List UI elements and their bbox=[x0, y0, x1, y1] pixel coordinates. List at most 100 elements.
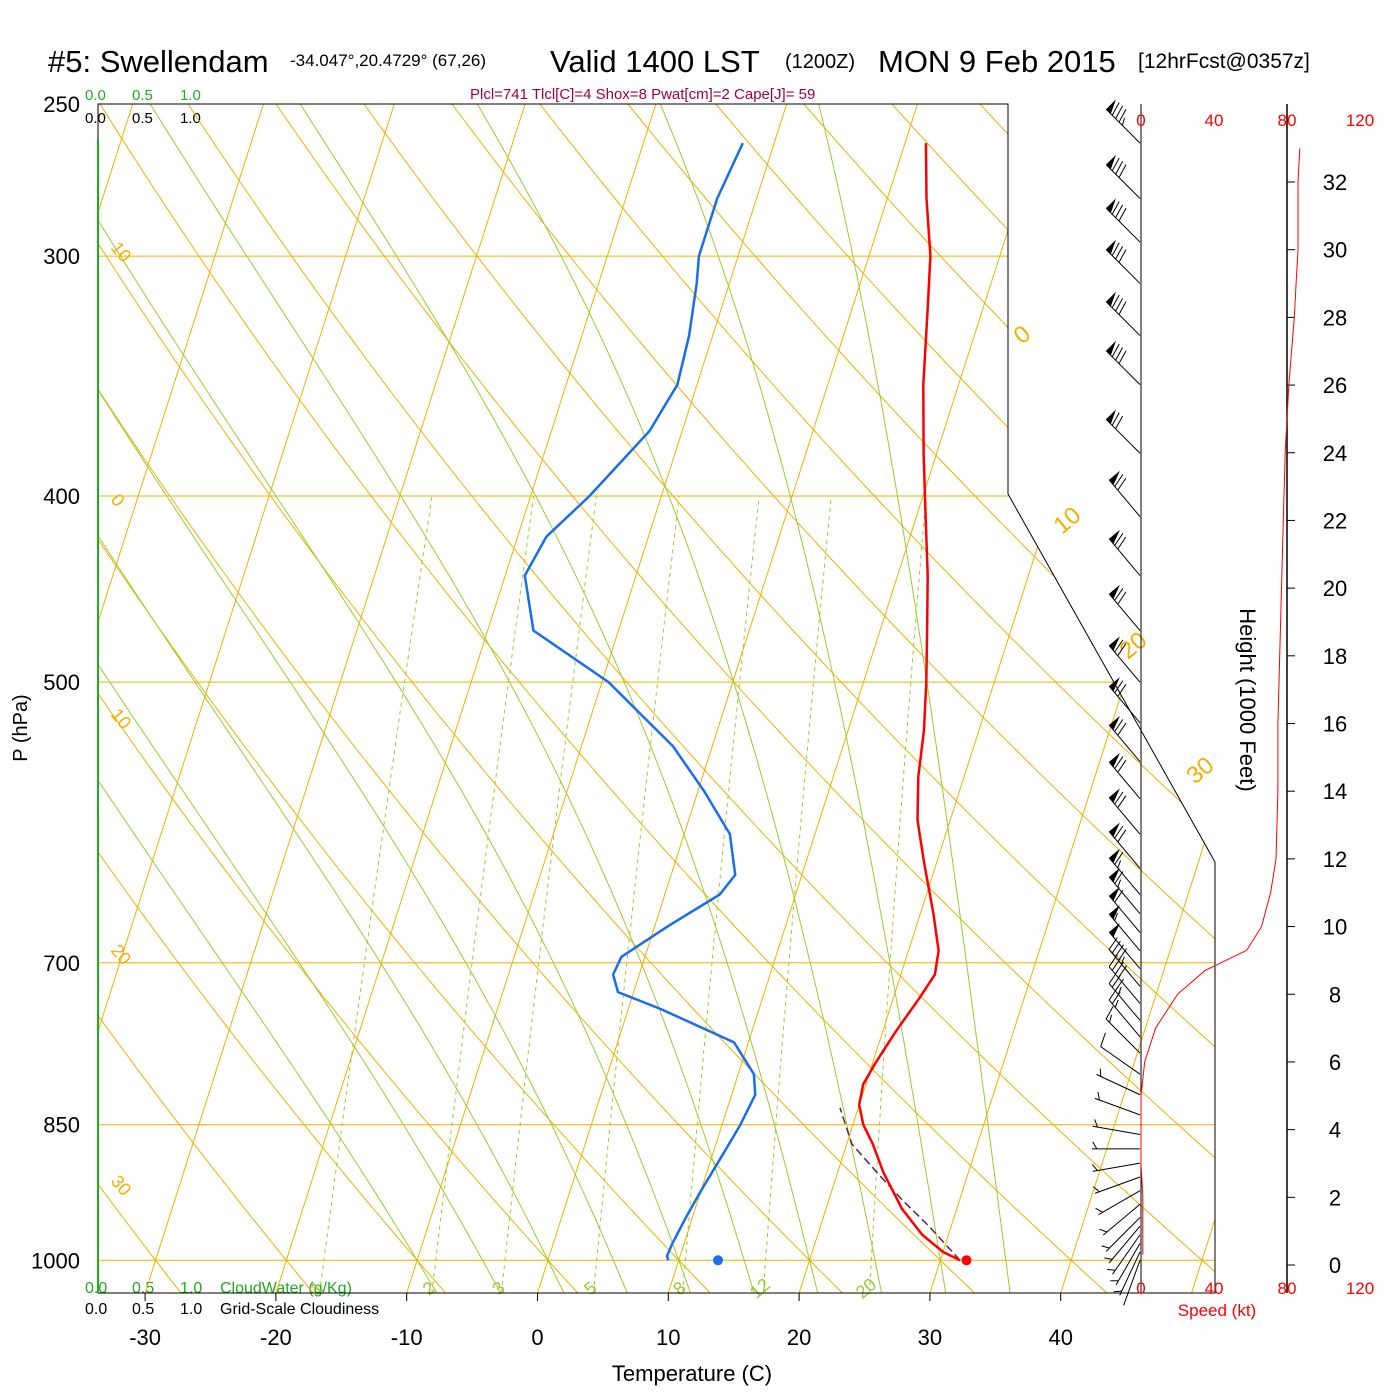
isotherm-0 bbox=[537, 104, 918, 1293]
wind-barb-shaft bbox=[1092, 1125, 1141, 1135]
wind-barb-feather bbox=[1115, 161, 1124, 175]
height-tick-label: 0 bbox=[1329, 1253, 1341, 1278]
wind-barb-shaft bbox=[1108, 966, 1141, 1004]
wind-barb-shaft bbox=[1094, 1097, 1141, 1116]
isotherm-label: 10 bbox=[1049, 502, 1087, 540]
moist-adiabat-20 bbox=[183, 104, 819, 1293]
isotherm-10 bbox=[667, 104, 1049, 1293]
isotherm-label: 0 bbox=[107, 490, 129, 511]
wind-barb-feather bbox=[1114, 474, 1124, 487]
mixing-ratio-line-12 bbox=[762, 495, 832, 1293]
speed-tick-bottom: 120 bbox=[1346, 1279, 1374, 1298]
wind-barb-feather bbox=[1117, 759, 1127, 773]
dry-adiabat-100 bbox=[627, 104, 1215, 1293]
isotherm--40 bbox=[98, 104, 395, 1293]
stability-indices: Plcl=741 Tlcl[C]=4 Shox=8 Pwat[cm]=2 Cap… bbox=[470, 86, 815, 103]
wind-barb-feather bbox=[1118, 350, 1127, 364]
wind-barb-feather bbox=[1118, 249, 1127, 263]
wind-barb bbox=[1113, 1251, 1141, 1296]
wind-barb bbox=[1110, 1243, 1141, 1286]
wind-barb-shaft bbox=[1105, 418, 1141, 454]
moist-adiabat--5 bbox=[98, 104, 501, 1293]
zulu-time: (1200Z) bbox=[785, 51, 855, 73]
wind-barb-shaft bbox=[1108, 949, 1141, 987]
height-tick-label: 26 bbox=[1323, 373, 1347, 398]
bottom-cloudiness-tick-2: 1.0 bbox=[180, 1301, 202, 1318]
top-cloudiness-tick-2: 1.0 bbox=[180, 110, 201, 127]
wind-barb-feather bbox=[1099, 1228, 1108, 1233]
wind-barb bbox=[1105, 291, 1141, 336]
wind-barb-feather bbox=[1107, 1269, 1116, 1271]
wind-barb bbox=[1105, 409, 1141, 454]
height-tick-label: 18 bbox=[1323, 644, 1347, 669]
top-cloudwater-tick-0: 0.0 bbox=[85, 87, 106, 104]
wind-barb-shaft bbox=[1108, 1225, 1141, 1264]
wind-barb-feather bbox=[1111, 294, 1120, 308]
speed-tick-bottom: 80 bbox=[1278, 1279, 1297, 1298]
wind-barb bbox=[1123, 1260, 1141, 1306]
profiles bbox=[523, 142, 972, 1266]
bottom-cloudwater-label: CloudWater (g/Kg) bbox=[220, 1280, 352, 1297]
wind-barb-feather bbox=[1099, 1068, 1102, 1077]
wind-barb-feather bbox=[1118, 301, 1127, 315]
height-tick-label: 22 bbox=[1323, 508, 1347, 533]
dry-adiabat--20 bbox=[98, 104, 314, 1293]
speed-tick-bottom: 0 bbox=[1136, 1279, 1145, 1298]
height-tick-label: 12 bbox=[1323, 847, 1347, 872]
wind-barb bbox=[1108, 971, 1141, 1021]
isotherm-label: 10 bbox=[107, 705, 135, 733]
isotherm-label: 30 bbox=[107, 1171, 135, 1199]
bottom-cloudiness-label: Grid-Scale Cloudiness bbox=[220, 1301, 379, 1318]
wind-barb bbox=[1108, 954, 1141, 1004]
wind-barb-flag bbox=[1109, 822, 1120, 837]
x-tick-label: -10 bbox=[391, 1325, 423, 1350]
pressure-tick-label: 1000 bbox=[31, 1248, 80, 1273]
dry-adiabat-70 bbox=[363, 104, 1215, 1293]
wind-barb-feather bbox=[1115, 204, 1124, 218]
speed-tick-top: 40 bbox=[1205, 111, 1224, 130]
dry-adiabat-90 bbox=[539, 104, 1215, 1293]
top-cloudiness-tick-0: 0.0 bbox=[85, 110, 106, 127]
wind-barb bbox=[1108, 886, 1141, 933]
wind-barb-feather bbox=[1114, 791, 1124, 805]
height-tick-label: 16 bbox=[1323, 712, 1347, 737]
x-tick-label: 10 bbox=[656, 1325, 680, 1350]
wind-barb bbox=[1099, 1203, 1141, 1236]
wind-barb bbox=[1108, 923, 1141, 970]
isotherm--70 bbox=[0, 104, 2, 1293]
wind-barb-shaft bbox=[1108, 876, 1141, 915]
wind-barb-flag bbox=[1106, 99, 1116, 114]
wind-barb bbox=[1108, 867, 1141, 915]
wind-barb-feather bbox=[1117, 643, 1127, 656]
wind-barb-shaft bbox=[1108, 724, 1141, 762]
wind-barb-feather bbox=[1095, 1207, 1103, 1213]
x-tick-label: 0 bbox=[531, 1325, 543, 1350]
mixing-ratio-line-1 bbox=[319, 495, 433, 1293]
pressure-tick-label: 400 bbox=[43, 484, 80, 509]
wind-barb-flag bbox=[1109, 923, 1120, 938]
wind-barb-shaft bbox=[1105, 108, 1141, 144]
dry-adiabat-160 bbox=[1155, 104, 1215, 1293]
wind-barb-shaft bbox=[1105, 1018, 1141, 1054]
wind-barb-shaft bbox=[1102, 1203, 1141, 1236]
isotherm--10 bbox=[406, 104, 788, 1293]
pressure-tick-label: 250 bbox=[43, 92, 80, 117]
wind-barb bbox=[1105, 154, 1141, 199]
mixing-ratio-label: 20 bbox=[852, 1274, 880, 1302]
wind-barb-feather bbox=[1114, 588, 1124, 601]
wind-barb-shaft bbox=[1123, 1260, 1141, 1306]
wind-barb-feather bbox=[1114, 912, 1118, 921]
wind-barb-feather bbox=[1117, 829, 1127, 843]
dry-adiabat-50 bbox=[187, 104, 1215, 1293]
wind-barb bbox=[1108, 905, 1141, 952]
forecast-run: [12hrFcst@0357z] bbox=[1138, 50, 1310, 73]
wind-barb-shaft bbox=[1108, 538, 1141, 576]
wind-barb-feather bbox=[1101, 1245, 1110, 1249]
dry-adiabat-180 bbox=[1332, 104, 1400, 1293]
bottom-cloudwater-tick-2: 1.0 bbox=[180, 1280, 202, 1297]
forecast-date: MON 9 Feb 2015 bbox=[878, 44, 1116, 79]
bottom-cloudwater-tick-1: 0.5 bbox=[132, 1280, 154, 1297]
wind-barb-feather bbox=[1111, 102, 1120, 116]
moist-adiabat-35 bbox=[766, 104, 1011, 1293]
wind-barb bbox=[1105, 1006, 1141, 1054]
